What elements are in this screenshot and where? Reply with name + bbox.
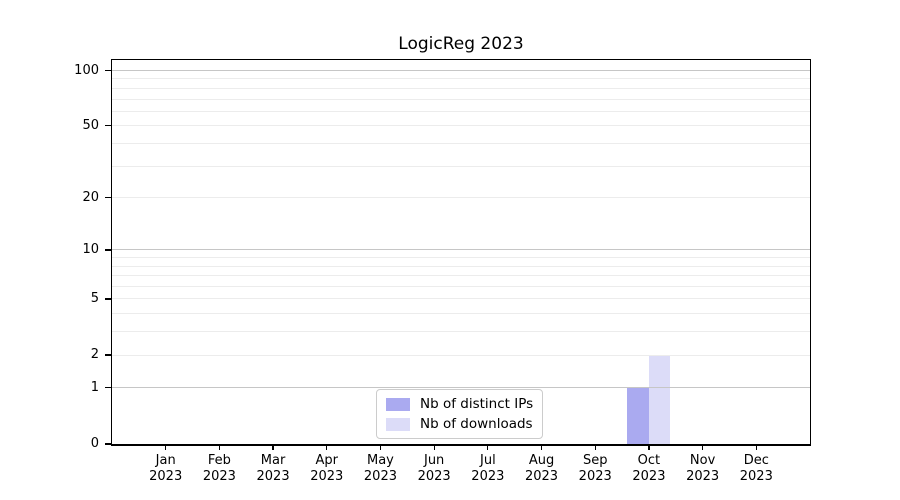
y-tick-label: 1 xyxy=(90,379,99,395)
minor-gridline xyxy=(112,331,810,333)
x-tick-year: 2023 xyxy=(202,468,236,484)
x-tick-label: Oct 2023 xyxy=(609,453,689,484)
y-tick-label: 50 xyxy=(82,117,99,133)
x-tick-year: 2023 xyxy=(632,468,666,484)
y-tick-mark xyxy=(105,443,111,445)
x-tick-year: 2023 xyxy=(686,468,720,484)
gridlines-layer xyxy=(112,60,810,444)
minor-gridline xyxy=(112,257,810,259)
axes-layer: 0 1 2 5 10 20 50 100 Jan 2023 Feb 2023 Mar 2023 Apr 202… xyxy=(74,60,810,484)
x-tick-mark xyxy=(433,444,435,450)
x-tick-month: Dec xyxy=(743,453,769,468)
x-tick-year: 2023 xyxy=(256,468,290,484)
major-gridline xyxy=(112,249,810,251)
bar-nb-of-downloads xyxy=(648,355,671,444)
legend-swatch-downloads-icon xyxy=(386,417,410,431)
x-tick-month: Jan xyxy=(155,453,176,468)
x-tick-mark xyxy=(594,444,596,450)
x-tick-year: 2023 xyxy=(578,468,612,484)
minor-gridline xyxy=(112,354,810,356)
x-tick-label: May 2023 xyxy=(340,453,420,484)
y-tick-mark xyxy=(105,197,111,199)
plot-area: 0 1 2 5 10 20 50 100 Jan 2023 Feb 2023 Mar 2023 Apr 202… xyxy=(74,59,811,484)
x-tick-label: Feb 2023 xyxy=(179,453,259,484)
x-tick-mark xyxy=(702,444,704,450)
x-tick-label: Aug 2023 xyxy=(502,453,582,484)
x-tick-label: Mar 2023 xyxy=(233,453,313,484)
x-tick-month: Sep xyxy=(582,453,608,468)
x-tick-year: 2023 xyxy=(524,468,559,484)
x-tick-year: 2023 xyxy=(417,468,451,484)
y-tick-mark xyxy=(105,298,111,300)
y-tick-label: 10 xyxy=(82,241,99,257)
x-tick-year: 2023 xyxy=(310,468,344,484)
major-gridline xyxy=(112,70,810,71)
x-tick-mark xyxy=(165,444,167,450)
x-tick-mark xyxy=(755,444,757,450)
x-tick-mark xyxy=(379,444,382,450)
x-tick-month: Nov xyxy=(689,453,716,468)
x-tick-month: Jul xyxy=(480,453,496,468)
legend-label-downloads: Nb of downloads xyxy=(420,416,533,432)
bars-layer xyxy=(112,60,810,444)
x-tick-year: 2023 xyxy=(739,468,773,484)
legend-swatch-distinct-ips-icon xyxy=(386,397,410,411)
x-tick-mark xyxy=(218,444,220,450)
minor-gridline xyxy=(112,110,810,112)
x-tick-month: Jun xyxy=(423,453,445,468)
minor-gridline xyxy=(112,125,810,127)
x-tick-mark xyxy=(326,444,328,450)
minor-gridline xyxy=(112,165,810,167)
minor-gridline xyxy=(112,142,810,144)
x-tick-label: Nov 2023 xyxy=(663,453,743,484)
x-tick-month: Oct xyxy=(637,453,661,468)
minor-gridline xyxy=(112,275,810,277)
legend-row-downloads: Nb of downloads xyxy=(386,416,533,432)
x-tick-label: Jan 2023 xyxy=(126,453,206,484)
minor-gridline xyxy=(112,78,810,80)
x-tick-label: Jun 2023 xyxy=(394,453,474,484)
x-tick-mark xyxy=(648,444,650,450)
legend-row-distinct-ips: Nb of distinct IPs xyxy=(386,396,533,412)
x-tick-month: Mar xyxy=(260,453,286,468)
x-tick-label: Jul 2023 xyxy=(448,453,528,484)
x-tick-month: Feb xyxy=(207,453,231,468)
x-tick-month: Aug xyxy=(528,453,555,468)
y-tick-mark xyxy=(105,125,111,127)
x-tick-label: Dec 2023 xyxy=(716,453,796,484)
x-tick-label: Sep 2023 xyxy=(555,453,635,484)
y-tick-mark xyxy=(105,249,111,251)
chart-title: LogicReg 2023 xyxy=(398,34,524,54)
major-gridline xyxy=(112,387,810,389)
x-tick-year: 2023 xyxy=(149,468,183,484)
x-tick-mark xyxy=(540,444,543,450)
legend-label-distinct-ips: Nb of distinct IPs xyxy=(420,396,534,412)
y-tick-label: 0 xyxy=(90,436,99,451)
minor-gridline xyxy=(112,98,810,100)
minor-gridline xyxy=(112,298,810,300)
minor-gridline xyxy=(112,87,810,89)
y-tick-label: 5 xyxy=(90,290,99,306)
minor-gridline xyxy=(112,313,810,315)
legend: Nb of distinct IPs Nb of downloads xyxy=(376,389,544,439)
x-tick-mark xyxy=(487,444,489,450)
minor-gridline xyxy=(112,286,810,288)
x-tick-month: Apr xyxy=(315,453,339,468)
y-tick-label: 20 xyxy=(82,189,99,205)
x-tick-year: 2023 xyxy=(471,468,505,484)
y-tick-label: 100 xyxy=(74,62,99,78)
x-tick-mark xyxy=(272,444,274,450)
x-tick-month: May xyxy=(367,453,394,468)
minor-gridline xyxy=(112,197,810,199)
minor-gridline xyxy=(112,265,810,267)
y-tick-mark xyxy=(105,69,111,72)
x-tick-year: 2023 xyxy=(363,468,397,484)
y-tick-mark xyxy=(105,354,111,356)
y-tick-mark xyxy=(105,387,111,389)
x-tick-label: Apr 2023 xyxy=(287,453,367,484)
bar-nb-of-distinct-ips xyxy=(627,387,649,444)
y-tick-label: 2 xyxy=(90,347,99,363)
